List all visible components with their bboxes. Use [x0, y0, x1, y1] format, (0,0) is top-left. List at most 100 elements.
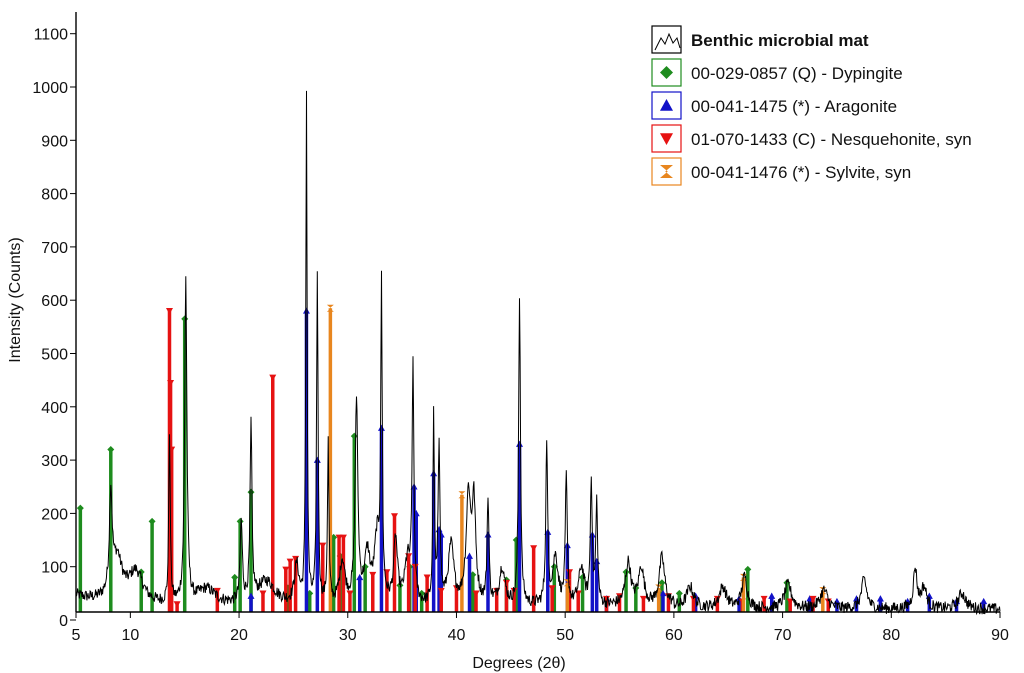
stick-marker-1-2	[313, 456, 321, 463]
legend: Benthic microbial mat 00-029-0857 (Q) - D…	[651, 25, 972, 186]
stick-marker-2-13	[346, 590, 354, 597]
y-ticks: 0 100 200 300 400 500 600 700 800 900 1000 1100	[32, 27, 76, 630]
y-tick-label: 200	[41, 506, 68, 523]
y-tick-label: 300	[41, 453, 68, 470]
stick-marker-2-10	[319, 542, 327, 549]
y-tick-label: 1000	[32, 80, 68, 97]
y-tick-label: 900	[41, 133, 68, 150]
stick-marker-2-29	[574, 590, 582, 597]
stick-marker-2-0	[165, 308, 173, 315]
stick-marker-2-40	[824, 598, 832, 605]
legend-marker-icon-2	[660, 99, 673, 111]
legend-label-3: 01-070-1433 (C) - Nesquehonite, syn	[691, 130, 972, 149]
x-tick-label: 80	[882, 627, 900, 644]
stick-marker-2-6	[269, 374, 277, 381]
stick-marker-1-7	[430, 469, 438, 477]
stick-marker-2-37	[760, 595, 768, 603]
stick-marker-2-18	[411, 563, 419, 571]
y-tick-label: 600	[41, 293, 68, 310]
stick-marker-3-3	[655, 584, 663, 592]
stick-marker-0-4	[181, 315, 189, 323]
stick-marker-2-14	[369, 571, 377, 579]
stick-marker-2-39	[809, 595, 817, 603]
y-tick-label: 100	[41, 560, 68, 577]
series-1-sticks	[247, 307, 988, 612]
y-tick-label: 0	[59, 613, 68, 630]
stick-marker-2-5	[259, 590, 267, 597]
stick-marker-2-28	[566, 569, 574, 576]
x-tick-label: 30	[339, 627, 357, 644]
benthic-microbial-mat-line	[75, 90, 1001, 616]
legend-marker-icon-1	[660, 66, 673, 79]
series-2-sticks	[165, 308, 832, 612]
reference-sticks	[76, 304, 988, 612]
x-tick-label: 5	[72, 627, 81, 644]
legend-entry-0: Benthic microbial mat	[651, 25, 869, 54]
stick-marker-2-20	[437, 587, 445, 595]
x-tick-label: 40	[448, 627, 466, 644]
stick-marker-0-6	[236, 517, 244, 525]
stick-marker-1-0	[247, 592, 255, 599]
stick-marker-2-16	[391, 513, 399, 520]
stick-marker-0-22	[622, 568, 630, 576]
stick-marker-1-21	[768, 592, 776, 599]
x-tick-label: 10	[121, 627, 139, 644]
stick-marker-1-4	[377, 424, 385, 431]
y-tick-label: 500	[41, 347, 68, 364]
legend-entry-2: 00-041-1475 (*) - Aragonite	[651, 91, 897, 120]
stick-marker-1-10	[466, 552, 474, 559]
stick-marker-0-7	[247, 488, 255, 496]
stick-marker-1-25	[876, 595, 884, 602]
x-tick-label: 90	[991, 627, 1009, 644]
stick-marker-1-9	[437, 531, 445, 538]
series-3-sticks	[326, 304, 827, 612]
stick-marker-0-25	[675, 589, 683, 597]
stick-marker-1-11	[484, 531, 492, 538]
stick-marker-0-5	[231, 573, 239, 581]
x-ticks: 5 10 20 30 40 50 60 70 80 90	[72, 612, 1009, 644]
x-tick-label: 60	[665, 627, 683, 644]
stick-marker-0-12	[350, 432, 358, 440]
y-tick-label: 700	[41, 240, 68, 257]
legend-marker-icon-4	[660, 165, 673, 178]
y-tick-label: 800	[41, 187, 68, 204]
legend-label-1: 00-029-0857 (Q) - Dypingite	[691, 64, 903, 83]
stick-marker-2-3	[173, 601, 181, 608]
stick-marker-3-1	[458, 491, 466, 499]
stick-marker-1-24	[853, 595, 861, 602]
stick-marker-2-27	[548, 585, 556, 592]
stick-marker-0-0	[76, 504, 84, 512]
y-axis-label: Intensity (Counts)	[7, 237, 24, 362]
legend-entry-3: 01-070-1433 (C) - Nesquehonite, syn	[651, 124, 972, 153]
stick-marker-1-8	[435, 525, 443, 533]
stick-marker-1-29	[980, 597, 988, 605]
x-axis-label: Degrees (2θ)	[472, 655, 565, 672]
legend-label-2: 00-041-1475 (*) - Aragonite	[691, 97, 897, 116]
stick-marker-2-4	[213, 587, 221, 595]
pattern-layer	[75, 90, 1001, 616]
legend-line-icon	[654, 32, 681, 51]
stick-marker-1-18	[659, 589, 667, 597]
stick-marker-0-26	[744, 565, 752, 573]
stick-marker-0-2	[137, 568, 145, 576]
x-tick-label: 20	[230, 627, 248, 644]
stick-marker-0-3	[148, 517, 156, 525]
stick-marker-2-24	[502, 579, 510, 587]
stick-marker-2-1	[167, 380, 175, 387]
legend-marker-icon-3	[660, 133, 673, 145]
stick-marker-3-0	[326, 304, 334, 312]
stick-marker-1-16	[593, 557, 601, 565]
stick-marker-2-22	[472, 590, 480, 597]
stick-marker-0-24	[658, 579, 666, 587]
x-tick-label: 50	[556, 627, 574, 644]
legend-label-0: Benthic microbial mat	[691, 31, 869, 50]
y-tick-label: 1100	[34, 27, 69, 44]
stick-marker-2-19	[423, 574, 431, 581]
stick-marker-1-3	[356, 573, 364, 581]
stick-marker-2-8	[286, 558, 294, 565]
stick-marker-1-12	[516, 440, 524, 447]
stick-marker-3-2	[563, 579, 571, 587]
legend-label-4: 00-041-1476 (*) - Sylvite, syn	[691, 163, 911, 182]
x-tick-label: 70	[774, 627, 792, 644]
axes	[75, 12, 1000, 613]
